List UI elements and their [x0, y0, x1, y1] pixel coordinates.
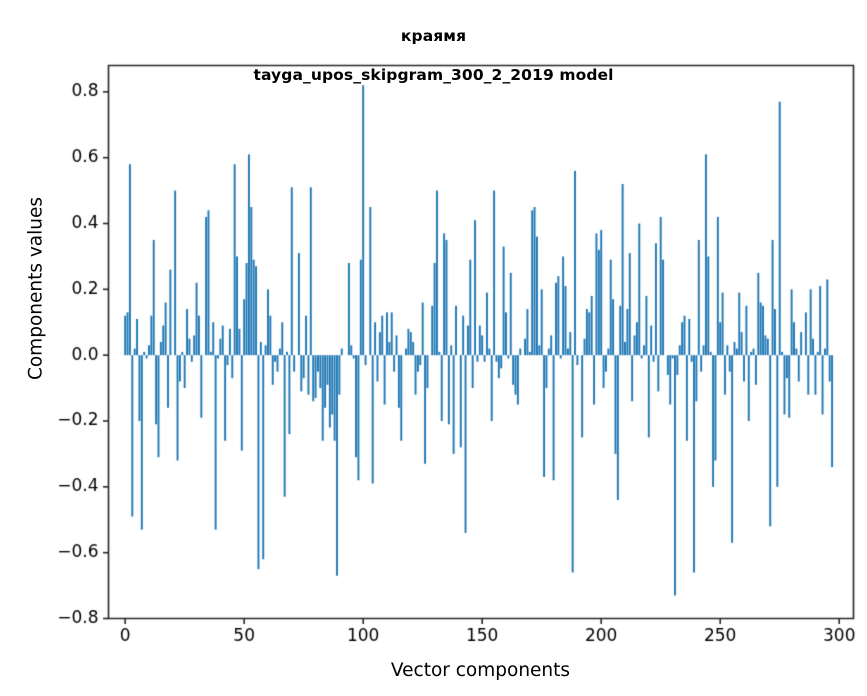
x-axis-label: Vector components [390, 660, 571, 681]
y-axis-label: Components values [25, 196, 47, 381]
